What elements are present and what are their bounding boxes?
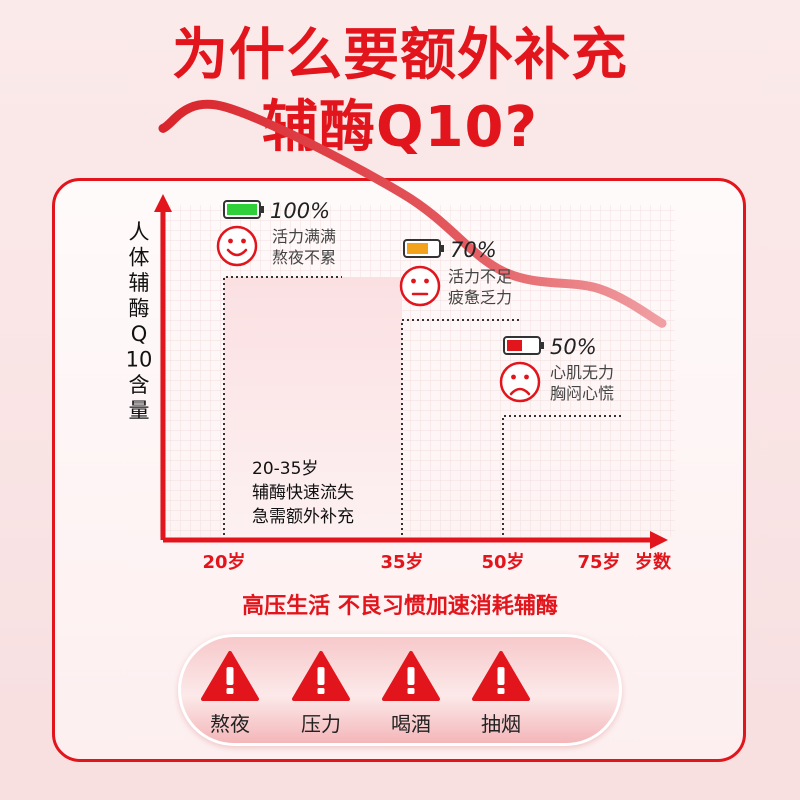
habit-1: 熬夜 <box>185 650 275 737</box>
x-tick-label: 35岁 <box>380 551 423 573</box>
face-eye <box>424 278 429 284</box>
status-line: 胸闷心慌 <box>550 384 614 403</box>
habits-bar: 熬夜 压力 喝酒 抽烟 <box>178 634 622 746</box>
face-eye <box>511 374 516 380</box>
y-axis-label: 辅 <box>129 271 150 295</box>
habit-3: 喝酒 <box>366 650 456 737</box>
habit-4: 抽烟 <box>456 650 546 737</box>
y-axis-label: 体 <box>129 246 150 270</box>
face-eye <box>524 374 529 380</box>
battery-tip <box>540 342 544 349</box>
smile-icon <box>216 225 258 267</box>
x-tick-label: 50岁 <box>481 551 524 573</box>
x-tick-label: 20岁 <box>202 551 245 573</box>
face-eye <box>241 238 246 244</box>
status-line: 活力满满 <box>272 227 336 246</box>
neutral-face-icon <box>399 265 441 307</box>
face-outline <box>499 361 541 403</box>
y-axis-label: 人 <box>129 220 150 244</box>
percent-label: 50% <box>550 335 597 359</box>
face-eye <box>228 238 233 244</box>
page-title-line2: 辅酶Q10? <box>261 95 539 160</box>
status-line: 疲惫乏力 <box>448 288 512 307</box>
range-note-line: 辅酶快速流失 <box>252 483 354 503</box>
y-axis-arrow <box>154 194 172 212</box>
battery-level <box>507 340 522 351</box>
habit-label: 抽烟 <box>481 712 521 736</box>
y-axis-label: 量 <box>129 399 150 423</box>
battery-tip <box>440 245 444 252</box>
series-line <box>158 99 667 328</box>
page-title-line1: 为什么要额外补充 <box>172 23 628 88</box>
habit-2: 压力 <box>276 650 366 737</box>
habit-label: 喝酒 <box>391 712 431 736</box>
x-tick-label: 75岁 <box>577 551 620 573</box>
x-axis-label: 岁数 <box>635 551 672 573</box>
battery-level <box>227 204 257 215</box>
warning-icon <box>472 651 530 701</box>
range-highlight <box>224 277 402 540</box>
range-note-line: 急需额外补充 <box>252 507 354 527</box>
status-line: 活力不足 <box>448 267 512 286</box>
x-axis-arrow <box>650 531 668 549</box>
y-axis-label: 10 <box>126 348 153 372</box>
y-axis-label: Q <box>131 322 148 346</box>
habit-label: 压力 <box>301 712 341 736</box>
battery-level <box>407 243 428 254</box>
status-line: 熬夜不累 <box>272 248 336 267</box>
warning-icon <box>382 651 440 701</box>
percent-label: 70% <box>450 238 497 262</box>
warning-icon <box>201 651 259 701</box>
guide-line <box>223 276 342 540</box>
guide-line <box>502 415 621 540</box>
battery-tip <box>260 206 264 213</box>
range-note-line: 20-35岁 <box>252 459 318 479</box>
y-axis-label: 酶 <box>129 297 150 321</box>
warning-icon <box>292 651 350 701</box>
sad-face-icon <box>499 361 541 403</box>
y-axis-label: 含 <box>129 373 150 397</box>
status-line: 心肌无力 <box>550 363 614 382</box>
habits-headline: 高压生活 不良习惯加速消耗辅酶 <box>242 594 558 619</box>
habit-label: 熬夜 <box>210 712 250 736</box>
face-mouth <box>509 387 531 396</box>
face-outline <box>216 225 258 267</box>
face-outline <box>399 265 441 307</box>
percent-label: 100% <box>270 199 330 223</box>
face-mouth <box>226 248 248 257</box>
face-eye <box>411 278 416 284</box>
guide-line <box>401 319 520 540</box>
